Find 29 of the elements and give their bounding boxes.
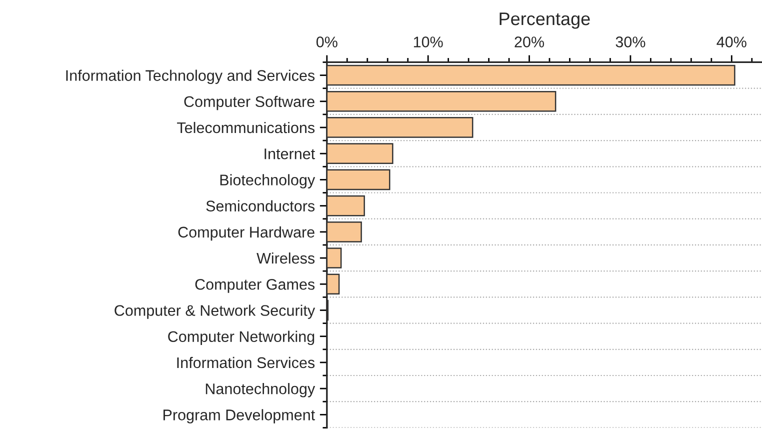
bar (326, 169, 390, 190)
x-tick-label: 0% (316, 36, 338, 48)
y-tick-label: Wireless (256, 252, 315, 264)
y-tick-label: Information Services (177, 356, 315, 368)
x-tick-label: 20% (514, 36, 544, 48)
y-tick-label: Internet (264, 148, 315, 160)
y-tick-label: Computer & Network Security (114, 304, 316, 319)
bar (326, 195, 365, 216)
bar (326, 64, 736, 86)
y-tick-label: Computer Hardware (178, 226, 314, 241)
x-tick-label: 10% (414, 36, 443, 48)
bar (326, 221, 362, 242)
y-tick-label: Semiconductors (206, 200, 315, 212)
y-tick-label: Computer Software (184, 96, 314, 110)
bar (326, 143, 394, 164)
bar (326, 117, 474, 138)
x-tick-label: 40% (716, 36, 746, 48)
y-tick-label: Program Development (164, 409, 315, 424)
y-tick-label: Computer Networking (168, 330, 314, 346)
x-axis-title: Percentage (500, 12, 590, 29)
y-tick-label: Telecommunications (177, 122, 315, 134)
bar (326, 274, 340, 295)
bar (326, 248, 342, 268)
x-tick-label: 30% (616, 36, 646, 48)
y-tick-label: Nanotechnology (206, 383, 316, 398)
bar (326, 90, 556, 112)
y-tick-label: Biotechnology (220, 174, 316, 188)
y-tick-label: Computer Games (195, 278, 315, 293)
y-tick-label: Information Technology and Services (66, 70, 315, 84)
